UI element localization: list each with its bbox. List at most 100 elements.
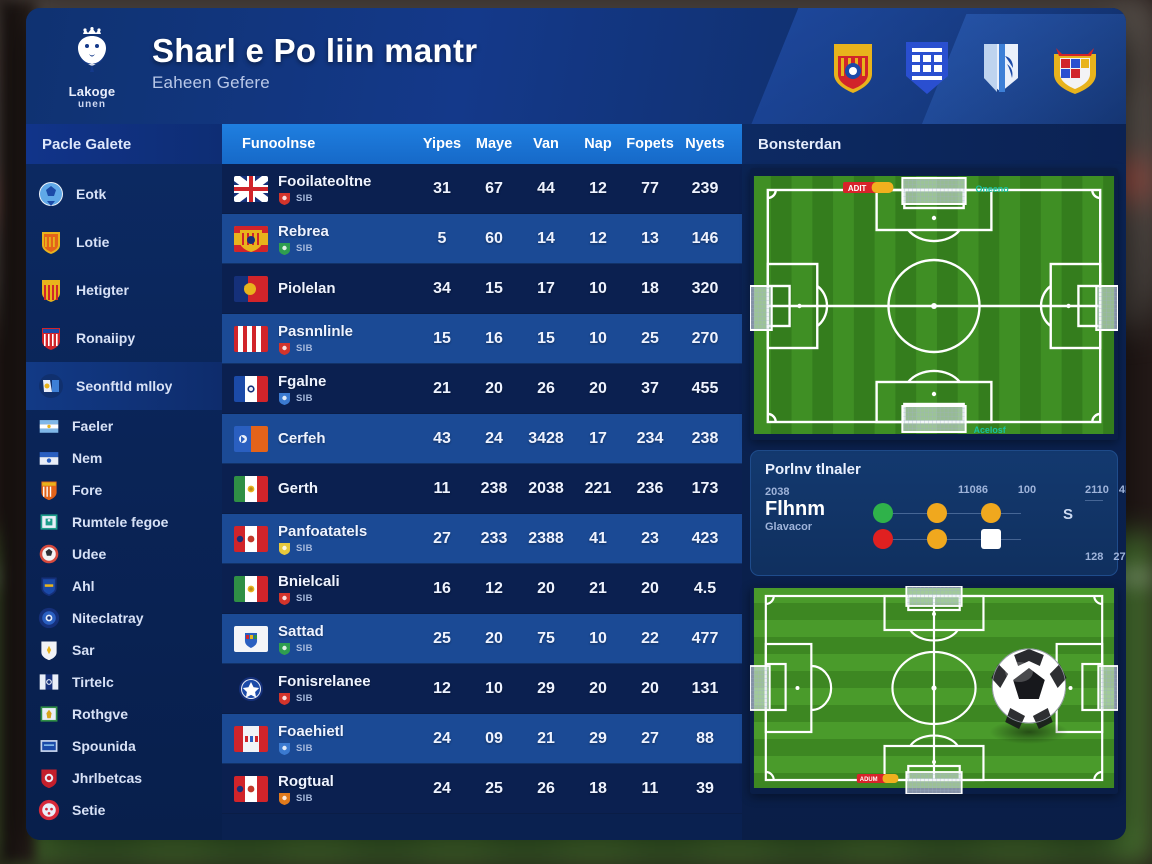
row-name-wrap: Cerfeh bbox=[278, 430, 326, 447]
sidebar-item-3[interactable]: Ronaiipy bbox=[26, 314, 222, 362]
row-team-name: Cerfeh bbox=[278, 430, 326, 447]
crest-badge-gold[interactable] bbox=[1048, 38, 1102, 96]
dot-cell-0-0[interactable] bbox=[859, 503, 907, 523]
dot-cell-0-2[interactable] bbox=[967, 503, 1015, 523]
stats-dot-matrix[interactable]: 11086 100 bbox=[859, 484, 1051, 552]
row-sub-text: SIB bbox=[296, 192, 313, 204]
table-column-header-4[interactable]: Nap bbox=[584, 136, 612, 152]
row-sub-badge-icon bbox=[279, 342, 290, 355]
table-cell-name: Fooilateoltne SIB bbox=[230, 173, 416, 205]
table-cell-value-4: 27 bbox=[641, 729, 659, 747]
flag-icon-italy bbox=[234, 475, 268, 502]
sidebar-item-7[interactable]: Fore bbox=[26, 474, 222, 506]
crest-badge-red[interactable] bbox=[826, 38, 880, 96]
sidebar-item-16[interactable]: Jhrlbetcas bbox=[26, 762, 222, 794]
sidebar-item-17[interactable]: Setie bbox=[26, 794, 222, 826]
page-title: Sharl e Po liin mantr bbox=[152, 32, 478, 69]
row-subtitle: SIB bbox=[278, 692, 371, 705]
table-row[interactable]: Fonisrelanee SIB 12 10 29 20 20 131 bbox=[222, 664, 742, 714]
sidebar-item-0[interactable]: Eotk bbox=[26, 170, 222, 218]
header-badges bbox=[826, 38, 1102, 96]
header-titles: Sharl e Po liin mantr Eaheen Gefere bbox=[152, 22, 477, 93]
table-row[interactable]: Gerth 11 238 2038 221 236 173 bbox=[222, 464, 742, 514]
table-row[interactable]: Piolelan 34 15 17 10 18 320 bbox=[222, 264, 742, 314]
table-row[interactable]: Rogtual SIB 24 25 26 18 11 39 bbox=[222, 764, 742, 814]
dot-cell-0-1[interactable] bbox=[913, 503, 961, 523]
table-row[interactable]: Fooilateoltne SIB 31 67 44 12 77 239 bbox=[222, 164, 742, 214]
table-cell-value-3: 221 bbox=[584, 479, 612, 497]
sidebar-item-12[interactable]: Sar bbox=[26, 634, 222, 666]
sidebar-item-5[interactable]: Faeler bbox=[26, 410, 222, 442]
flag-icon-italy bbox=[234, 575, 268, 602]
table-row[interactable]: Cerfeh 43 24 3428 17 234 238 bbox=[222, 414, 742, 464]
sidebar-item-1[interactable]: Lotie bbox=[26, 218, 222, 266]
table-cell-value-4: 23 bbox=[641, 529, 659, 547]
table-row[interactable]: Pasnnlinle SIB 15 16 15 10 25 270 bbox=[222, 314, 742, 364]
sidebar-item-11[interactable]: Niteclatray bbox=[26, 602, 222, 634]
ad-bottom-text: Acelosf bbox=[974, 425, 1006, 435]
header-brand: Lakoge unen Sharl e Po liin mantr Eaheen… bbox=[46, 22, 477, 110]
sidebar-item-9[interactable]: Udee bbox=[26, 538, 222, 570]
flag-icon-split bbox=[234, 425, 268, 452]
sidebar-item-label: Nem bbox=[72, 450, 103, 466]
sidebar-item-4[interactable]: Seonftld mlloy bbox=[26, 362, 222, 410]
table-cell-name: Pasnnlinle SIB bbox=[230, 323, 416, 355]
badge-teal-icon bbox=[40, 514, 58, 530]
table-row[interactable]: Bnielcali SIB 16 12 20 21 20 4.5 bbox=[222, 564, 742, 614]
shield-orange-icon bbox=[42, 232, 60, 254]
table-cell-name: Gerth bbox=[230, 475, 416, 502]
table-cell-value-0: 34 bbox=[433, 279, 451, 297]
table-cell-value-3: 10 bbox=[589, 629, 607, 647]
league-logo[interactable]: Lakoge unen bbox=[46, 22, 138, 110]
sidebar-item-6[interactable]: Nem bbox=[26, 442, 222, 474]
table-cell-value-0: 27 bbox=[433, 529, 451, 547]
sidebar-item-label: Ahl bbox=[72, 578, 95, 594]
pitch-diagram[interactable]: ADIT Oneeno Acelosf bbox=[750, 168, 1118, 440]
sidebar-item-13[interactable]: Tirtelc bbox=[26, 666, 222, 698]
table-column-header-3[interactable]: Van bbox=[533, 136, 559, 152]
ball-red-icon bbox=[39, 544, 59, 564]
flag-blue-white-icon bbox=[39, 452, 59, 465]
table-column-header-6[interactable]: Nyets bbox=[685, 136, 725, 152]
table-row[interactable]: Foaehietl SIB 24 09 21 29 27 88 bbox=[222, 714, 742, 764]
shield-crimson-icon bbox=[41, 769, 57, 789]
table-column-header-1[interactable]: Yipes bbox=[422, 136, 462, 152]
table-cell-value-0: 12 bbox=[433, 679, 451, 697]
sidebar-item-10[interactable]: Ahl bbox=[26, 570, 222, 602]
sidebar-item-14[interactable]: Rothgve bbox=[26, 698, 222, 730]
row-subtitle: SIB bbox=[278, 642, 324, 655]
dot-cell-1-1[interactable] bbox=[913, 529, 961, 549]
sidebar-item-2[interactable]: Hetigter bbox=[26, 266, 222, 314]
table-column-header-0[interactable]: Funoolnse bbox=[242, 136, 316, 152]
row-sub-text: SIB bbox=[296, 692, 313, 704]
table-cell-value-2: 3428 bbox=[528, 429, 564, 447]
stats-bar-chart[interactable]: 21104RINIS110% 12827819A bbox=[1085, 484, 1126, 563]
table-column-header-5[interactable]: Fopets bbox=[626, 136, 674, 152]
sidebar-item-15[interactable]: Spounida bbox=[26, 730, 222, 762]
table-cell-value-3: 12 bbox=[589, 179, 607, 197]
table-row[interactable]: Panfoatatels SIB 27 233 2388 41 23 423 bbox=[222, 514, 742, 564]
pitch-with-ball[interactable]: ADUM bbox=[750, 586, 1118, 794]
row-sub-badge-icon bbox=[279, 642, 290, 655]
table-cell-name: Fgalne SIB bbox=[230, 373, 416, 405]
shield-badge-white[interactable] bbox=[974, 38, 1028, 96]
table-cell-value-4: 234 bbox=[636, 429, 664, 447]
row-team-name: Gerth bbox=[278, 480, 319, 497]
dot-cell-1-0[interactable] bbox=[859, 529, 907, 549]
table-cell-value-4: 20 bbox=[641, 679, 659, 697]
sidebar-item-8[interactable]: Rumtele fegoe bbox=[26, 506, 222, 538]
stats-grid: 2038 Flhnm Glavacor 11086 100 S 2110 4RINI… bbox=[765, 484, 1126, 563]
table-cell-name: Rebrea SIB bbox=[230, 223, 416, 255]
table-cell-value-2: 17 bbox=[537, 279, 555, 297]
dot-cell-1-2[interactable] bbox=[967, 529, 1015, 549]
table-cell-value-3: 10 bbox=[589, 279, 607, 297]
table-cell-value-0: 21 bbox=[433, 379, 451, 397]
row-sub-text: SIB bbox=[296, 342, 313, 354]
table-cell-value-1: 15 bbox=[485, 279, 503, 297]
table-row[interactable]: Rebrea SIB 5 60 14 12 13 146 bbox=[222, 214, 742, 264]
bar-col-footer-0: 128 bbox=[1085, 551, 1104, 563]
grid-badge-blue[interactable] bbox=[900, 38, 954, 96]
table-column-header-2[interactable]: Maye bbox=[475, 136, 513, 152]
table-row[interactable]: Sattad SIB 25 20 75 10 22 477 bbox=[222, 614, 742, 664]
table-row[interactable]: Fgalne SIB 21 20 26 20 37 455 bbox=[222, 364, 742, 414]
